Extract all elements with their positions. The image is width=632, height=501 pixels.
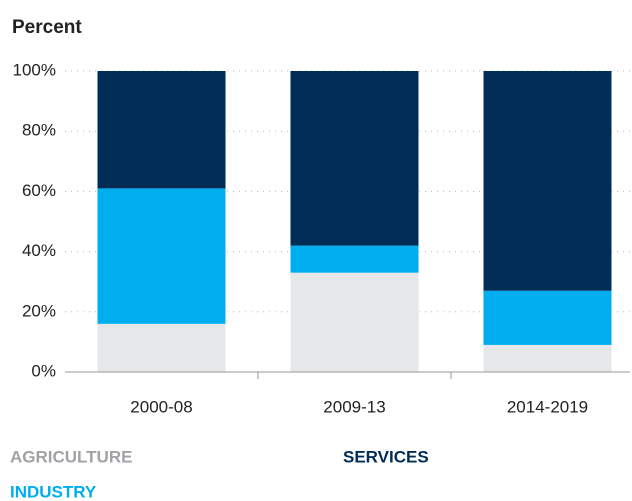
bar-segment (483, 290, 612, 345)
legend-label: INDUSTRY (10, 482, 97, 501)
legend-label: SERVICES (343, 447, 429, 466)
bar-segment (97, 188, 226, 324)
x-tick-label: 2000-08 (130, 397, 192, 416)
axis-title: Percent (12, 17, 82, 38)
bar-segment (290, 245, 419, 273)
legend-label: AGRICULTURE (10, 447, 132, 466)
x-tick-label: 2014-2019 (507, 397, 588, 416)
y-tick-label: 80% (22, 121, 56, 140)
x-tick-label: 2009-13 (323, 397, 385, 416)
y-tick-label: 40% (22, 241, 56, 260)
y-tick-label: 60% (22, 181, 56, 200)
bar-segment (483, 344, 612, 372)
bar-segment (97, 323, 226, 372)
bar-segment (97, 71, 226, 189)
bar-segment (290, 71, 419, 246)
y-tick-label: 0% (31, 361, 56, 380)
bar-segment (483, 71, 612, 291)
bar-segment (290, 272, 419, 372)
y-tick-label: 20% (22, 301, 56, 320)
y-tick-label: 100% (13, 60, 56, 79)
